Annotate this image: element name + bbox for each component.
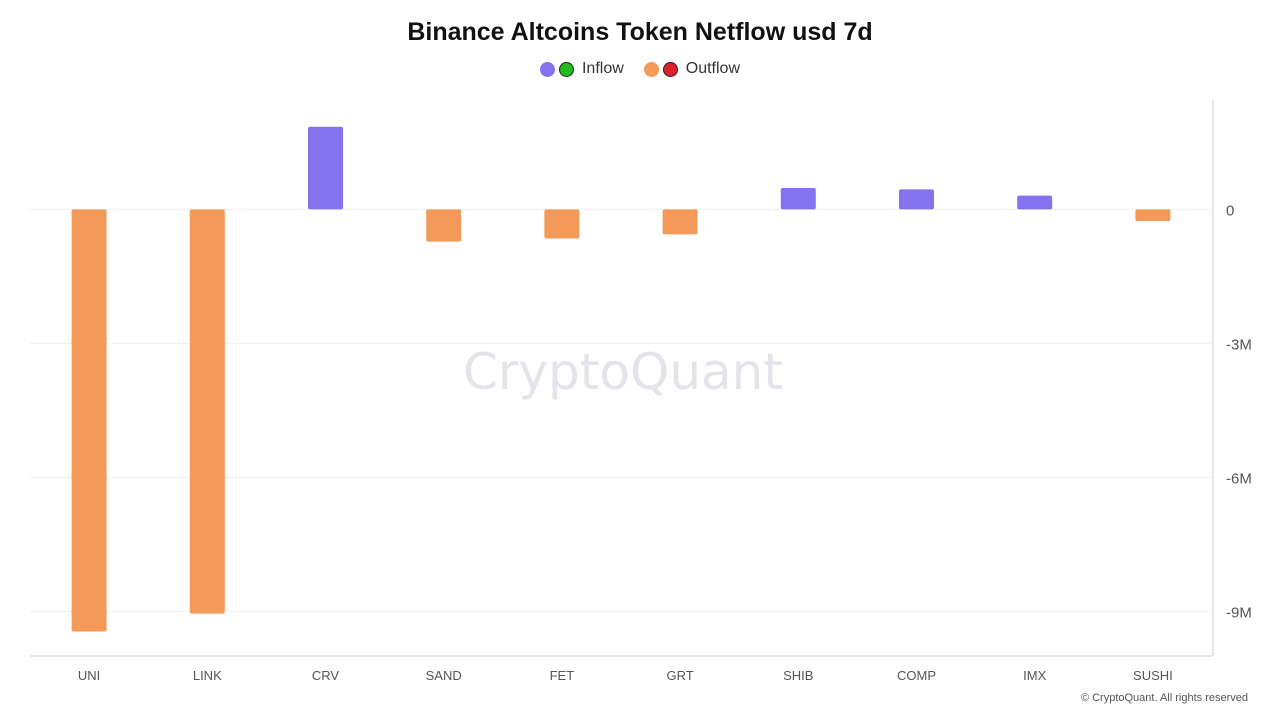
x-tick-label: SUSHI [1133,668,1173,683]
legend: Inflow Outflow [0,60,1280,78]
legend-label-outflow: Outflow [685,60,741,77]
bar-sand[interactable] [426,209,462,242]
bar-sushi[interactable] [1135,209,1171,222]
x-tick-label: SHIB [783,668,813,683]
bar-imx[interactable] [1017,195,1053,210]
bar-shib[interactable] [780,187,816,210]
legend-swatch-outflow-secondary [662,61,678,77]
bar-comp[interactable] [899,189,934,210]
x-tick-label: GRT [666,668,693,683]
x-tick-label: UNI [78,668,100,683]
bar-grt[interactable] [662,209,698,235]
copyright-notice: © CryptoQuant. All rights reserved [1080,692,1248,704]
legend-swatch-inflow-primary [539,61,555,77]
x-tick-label: IMX [1023,668,1046,683]
legend-label-inflow: Inflow [581,60,624,77]
y-tick-label: 0 [1226,202,1234,219]
x-tick-label: LINK [193,668,222,683]
bar-crv[interactable] [308,126,343,210]
legend-entry-outflow[interactable]: Outflow [643,60,741,78]
legend-swatch-outflow-primary [643,61,659,77]
bar-fet[interactable] [544,209,580,239]
chart-title: Binance Altcoins Token Netflow usd 7d [407,18,873,46]
watermark: CryptoQuant [463,343,783,401]
bar-link[interactable] [189,209,225,614]
legend-swatch-inflow-secondary [558,61,574,77]
x-tick-label: CRV [312,668,340,683]
legend-entry-inflow[interactable]: Inflow [539,60,624,78]
y-tick-label: -6M [1226,470,1252,487]
y-tick-label: -3M [1226,336,1252,353]
x-tick-label: SAND [426,668,462,683]
bar-uni[interactable] [71,209,107,632]
y-tick-label: -9M [1226,604,1252,621]
x-tick-label: FET [550,668,575,683]
x-tick-label: COMP [897,668,936,683]
